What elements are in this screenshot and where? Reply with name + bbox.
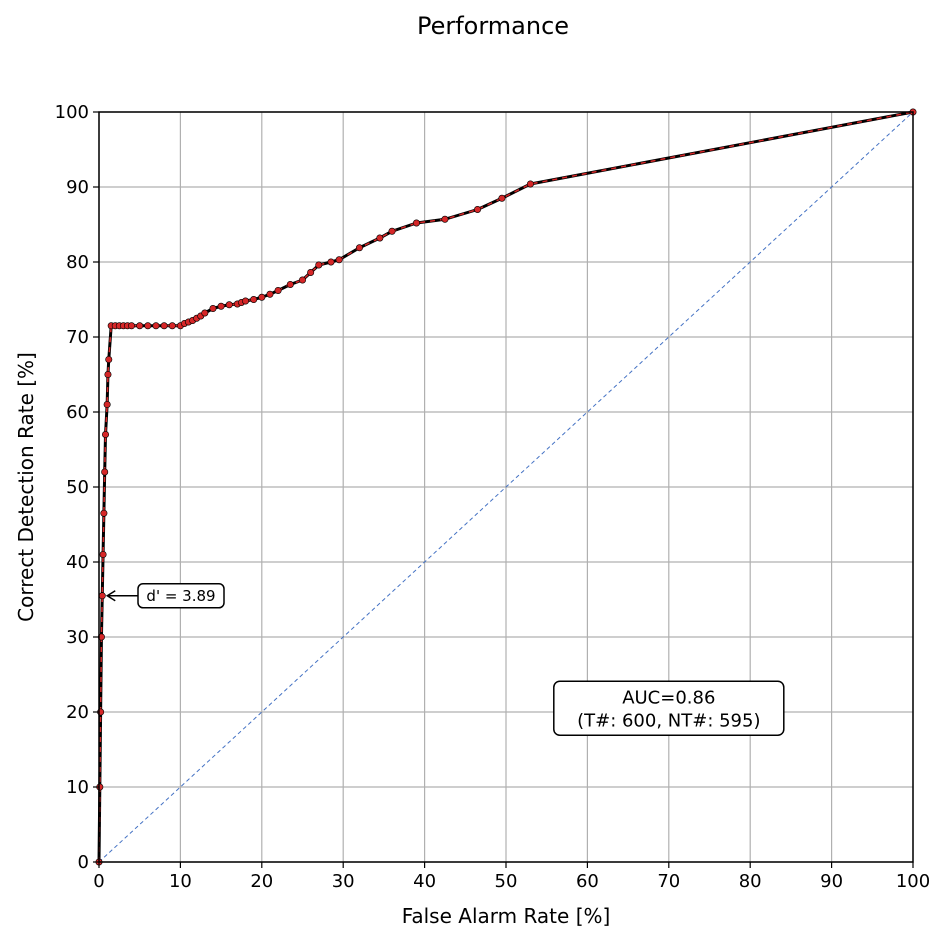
roc-point: [102, 430, 110, 438]
y-tick-label: 90: [66, 177, 89, 198]
dprime-label: d' = 3.89: [146, 587, 215, 605]
x-tick-label: 70: [657, 871, 680, 892]
x-tick-label: 60: [576, 871, 599, 892]
roc-point: [258, 293, 266, 301]
auc-label: AUC=0.86: [622, 687, 715, 708]
x-tick-label: 100: [896, 871, 930, 892]
x-axis-ticks: 0 10 20 30 40 50 60 70 80 90 100: [93, 862, 930, 892]
y-tick-label: 0: [78, 852, 89, 873]
roc-point: [201, 309, 209, 317]
roc-point: [160, 322, 168, 330]
dprime-box: [137, 583, 225, 609]
x-tick-label: 90: [820, 871, 843, 892]
y-tick-label: 10: [66, 777, 89, 798]
x-tick-label: 20: [250, 871, 273, 892]
roc-point: [99, 550, 107, 558]
roc-point: [327, 258, 335, 266]
roc-point: [498, 194, 506, 202]
roc-point: [103, 400, 111, 408]
roc-point: [105, 355, 113, 363]
y-tick-label: 50: [66, 477, 89, 498]
x-axis-label: False Alarm Rate [%]: [402, 904, 611, 928]
y-axis-label: Correct Detection Rate [%]: [14, 352, 38, 622]
roc-point: [225, 301, 233, 309]
chance-diagonal-line: [98, 111, 914, 863]
roc-point: [128, 322, 136, 330]
x-tick-label: 40: [413, 871, 436, 892]
roc-point: [474, 206, 482, 214]
roc-point: [335, 256, 343, 264]
roc-point: [168, 322, 176, 330]
roc-point: [526, 180, 534, 188]
roc-point: [250, 295, 258, 303]
y-tick-label: 100: [55, 102, 89, 123]
dprime-arrowhead-icon: [105, 590, 116, 602]
roc-curve-layer: [95, 108, 917, 866]
trial-counts-label: (T#: 600, NT#: 595): [577, 710, 760, 731]
x-tick-label: 10: [169, 871, 192, 892]
x-tick-label: 80: [739, 871, 762, 892]
roc-point: [101, 468, 109, 476]
roc-point: [217, 302, 225, 310]
y-tick-label: 40: [66, 552, 89, 573]
y-tick-label: 20: [66, 702, 89, 723]
roc-point: [152, 322, 160, 330]
roc-point: [315, 261, 323, 269]
roc-point: [298, 276, 306, 284]
y-tick-label: 30: [66, 627, 89, 648]
roc-point: [100, 509, 108, 517]
annotation-layer: d' = 3.89 AUC=0.86 (T#: 600, NT#: 595): [105, 583, 785, 736]
y-axis-ticks: 0 10 20 30 40 50 60 70 80 90 100: [55, 102, 99, 873]
x-tick-label: 0: [93, 871, 104, 892]
roc-point: [242, 297, 250, 305]
roc-point: [144, 322, 152, 330]
roc-point: [136, 322, 144, 330]
roc-point: [266, 290, 274, 298]
roc-point: [355, 244, 363, 252]
roc-point: [307, 268, 315, 276]
y-tick-label: 70: [66, 327, 89, 348]
x-tick-label: 50: [495, 871, 518, 892]
roc-point: [209, 304, 217, 312]
x-tick-label: 30: [332, 871, 355, 892]
auc-box: [553, 680, 785, 736]
roc-point: [98, 592, 106, 600]
roc-point: [441, 215, 449, 223]
y-tick-label: 60: [66, 402, 89, 423]
roc-point: [274, 286, 282, 294]
roc-point: [286, 280, 294, 288]
roc-point: [376, 234, 384, 242]
roc-point: [388, 227, 396, 235]
chance-diagonal-layer: [98, 111, 914, 863]
roc-point: [104, 370, 112, 378]
y-tick-label: 80: [66, 252, 89, 273]
chart-title: Performance: [417, 12, 569, 40]
roc-point: [412, 219, 420, 227]
